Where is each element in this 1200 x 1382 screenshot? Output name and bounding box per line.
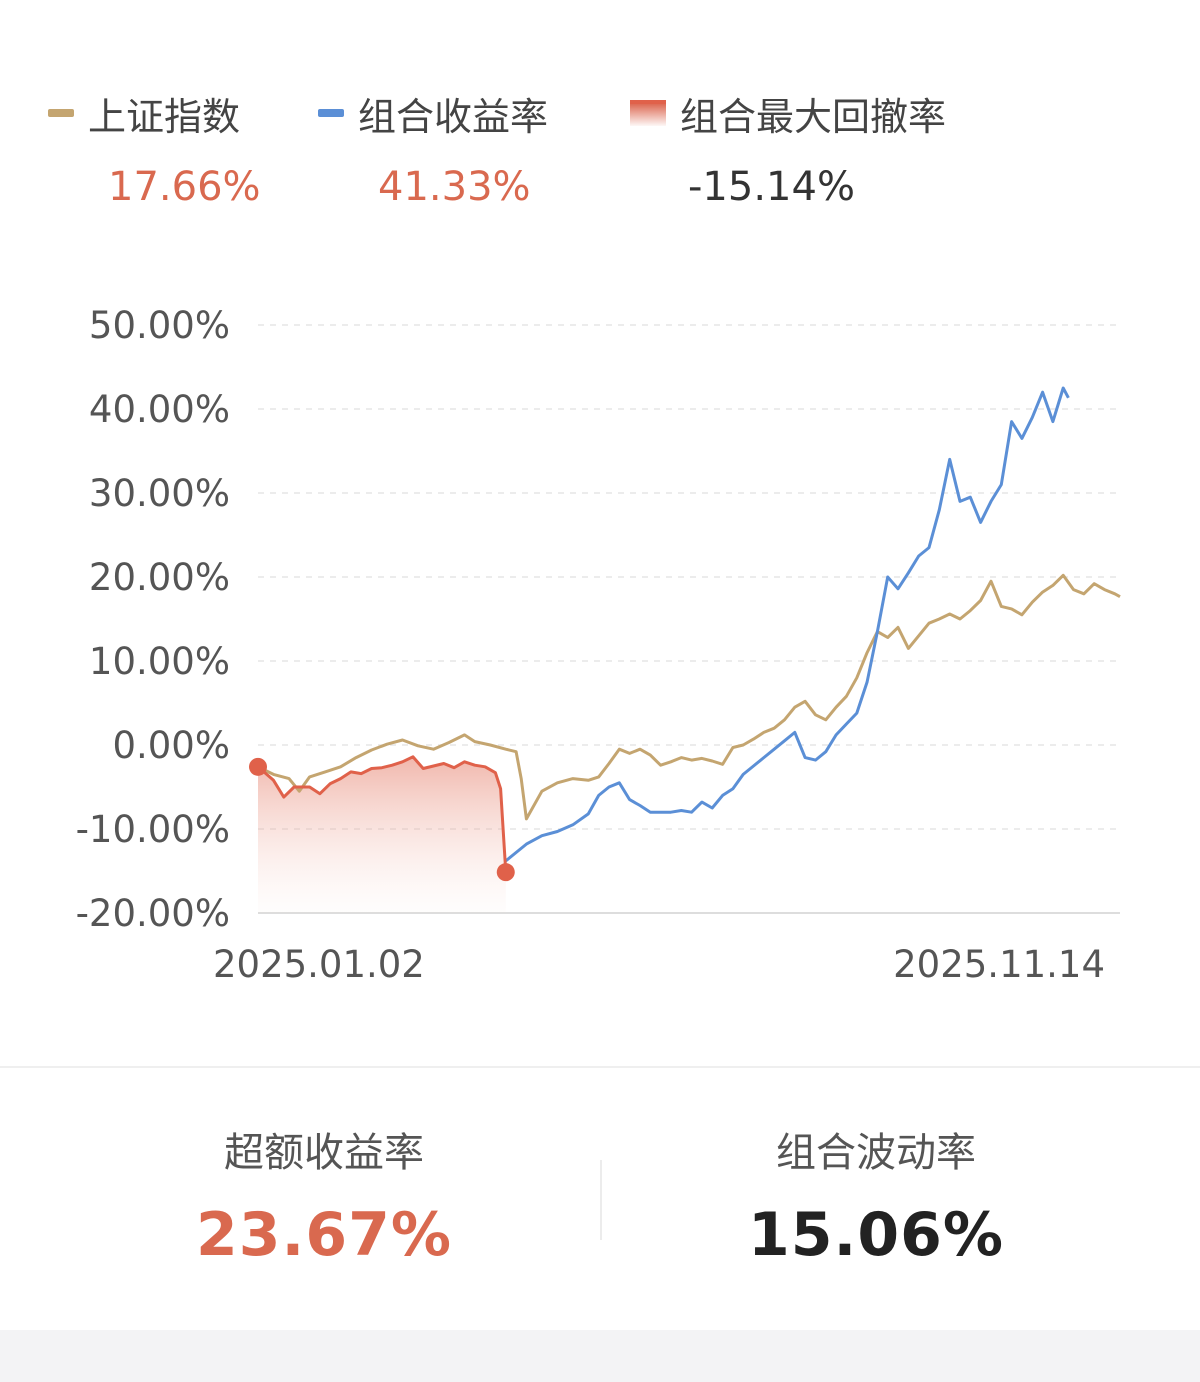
x-tick-label-end: 2025.11.14 — [893, 943, 1105, 986]
legend-swatch-drawdown — [630, 100, 666, 126]
section-divider — [0, 1066, 1200, 1068]
y-tick-label: 20.00% — [89, 556, 230, 599]
legend-swatch-index — [48, 109, 74, 117]
drawdown-end-marker — [496, 863, 515, 882]
legend-item-portfolio[interactable]: 组合收益率 — [318, 86, 548, 140]
volatility-value: 15.06% — [748, 1200, 1004, 1270]
legend-item-index[interactable]: 上证指数 — [48, 86, 240, 140]
legend-value-index: 17.66% — [108, 164, 261, 210]
y-tick-label: 0.00% — [112, 724, 230, 767]
legend-label-index: 上证指数 — [88, 94, 241, 139]
portfolio-series-line — [504, 386, 1070, 863]
excess-return-value: 23.67% — [196, 1200, 452, 1270]
legend-value-portfolio: 41.33% — [378, 164, 531, 210]
y-tick-label: 10.00% — [89, 640, 230, 683]
y-tick-label: 50.00% — [89, 304, 230, 347]
volatility-label: 组合波动率 — [776, 1130, 976, 1176]
drawdown-start-marker — [249, 757, 267, 776]
bottom-band — [0, 1330, 1200, 1382]
returns-line-chart: 50.00% 40.00% 30.00% 20.00% 10.00% 0.00% -10.0… — [76, 304, 1121, 986]
y-tick-label: -10.00% — [76, 808, 230, 851]
excess-return-stat: 超额收益率 23.67% — [24, 1120, 624, 1270]
volatility-stat: 组合波动率 15.06% — [576, 1120, 1176, 1270]
excess-return-label: 超额收益率 — [224, 1130, 424, 1176]
legend-value-drawdown: -15.14% — [688, 164, 855, 210]
legend-label-drawdown: 组合最大回撤率 — [680, 94, 947, 139]
legend-label-portfolio: 组合收益率 — [358, 94, 549, 139]
y-tick-label: -20.00% — [76, 892, 230, 935]
y-tick-label: 40.00% — [89, 388, 230, 431]
index-series-line — [257, 573, 1121, 821]
stats-separator — [600, 1160, 602, 1240]
chart-legend: 上证指数 17.66% 组合收益率 41.33% 组合最大回撤率 -15.14% — [0, 86, 1200, 226]
legend-item-drawdown[interactable]: 组合最大回撤率 — [630, 86, 946, 140]
x-tick-label-start: 2025.01.02 — [213, 943, 425, 986]
drawdown-area — [258, 756, 506, 913]
y-tick-label: 30.00% — [89, 472, 230, 515]
legend-swatch-portfolio — [318, 109, 344, 117]
drawdown-line — [257, 755, 508, 873]
